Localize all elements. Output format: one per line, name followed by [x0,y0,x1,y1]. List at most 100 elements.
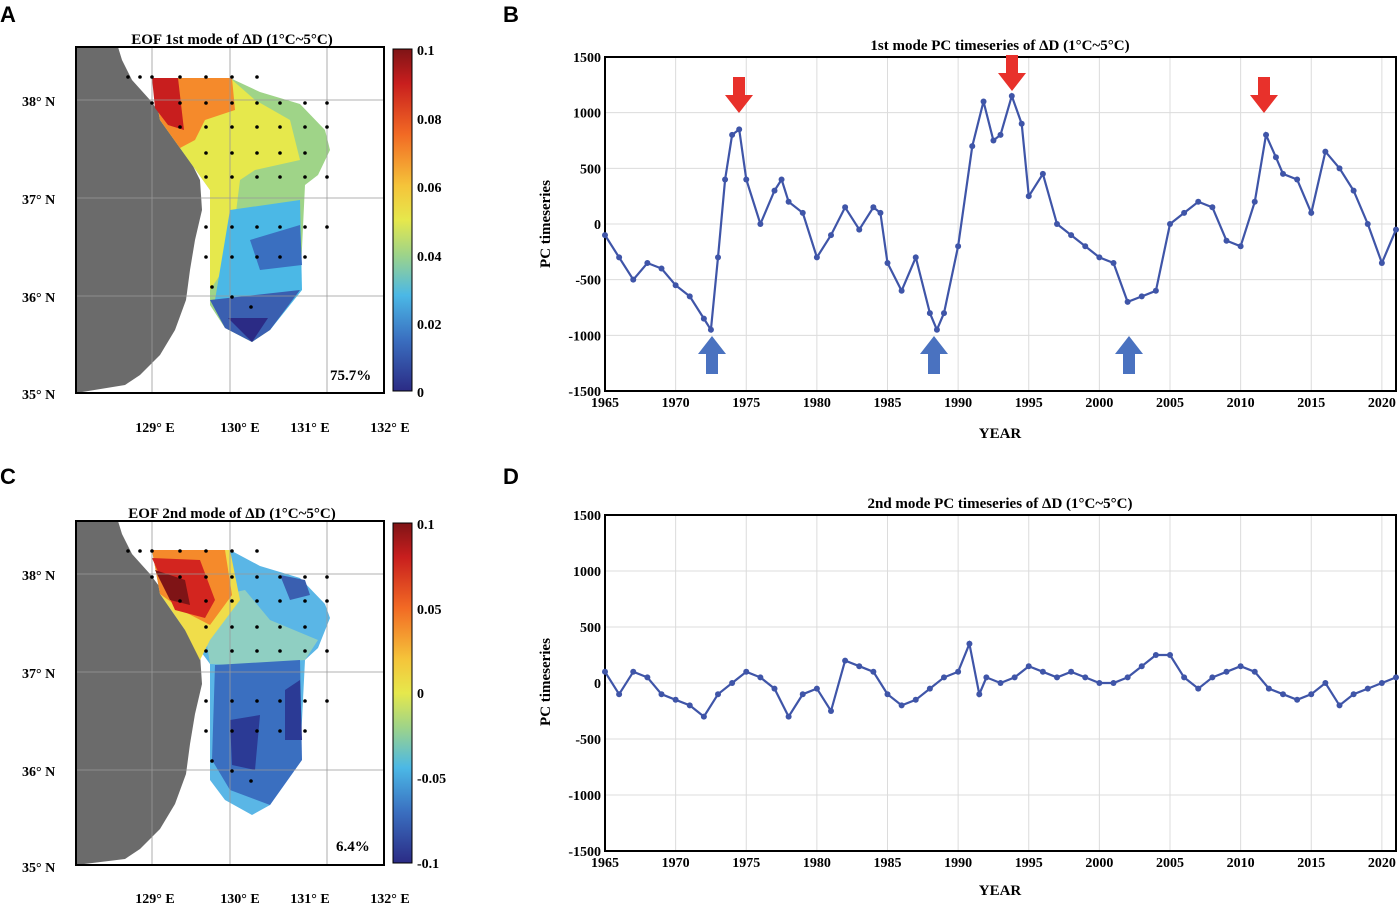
y-tick-label: 1500 [573,51,601,66]
lon-tick: 132° E [370,421,409,436]
x-tick-label: 2005 [1156,396,1184,411]
data-point [1124,674,1131,681]
data-point [1054,221,1060,227]
pc1-chart: 1965 1970 1975 1980 1985 1990 1995 2000 2005 2010… [568,51,1399,411]
station-dot [204,549,208,553]
station-dot [210,759,214,763]
x-tick-label: 1985 [874,396,902,411]
data-point [856,226,863,233]
station-dot [278,649,282,653]
station-dot [210,285,214,289]
x-tick-label: 1980 [803,396,831,411]
station-dot [249,305,253,309]
lon-tick: 130° E [220,421,259,436]
lon-tick: 132° E [370,892,409,907]
data-point [715,691,721,698]
data-point [686,702,693,709]
station-dot [204,649,208,653]
station-dot [204,225,208,229]
data-point [1280,691,1286,698]
data-point [912,696,919,703]
x-tick-label: 1995 [1015,396,1043,411]
data-point [658,265,665,272]
x-tick-label: 2010 [1227,856,1255,871]
station-dot [178,101,182,105]
y-tick-label: -1000 [568,329,601,344]
data-point [1272,154,1279,161]
colorbar-tick: 0 [417,386,424,401]
station-dot [278,225,282,229]
y-tick-label: 1000 [573,565,601,580]
data-point [630,276,637,283]
x-tick-label: 1975 [732,396,760,411]
data-point [686,293,693,300]
data-point [1167,652,1173,658]
station-dot [303,599,307,603]
panel-b-title: 1st mode PC timeseries of ΔD (1°C~5°C) [870,38,1129,54]
data-point [828,232,834,239]
station-dot [303,125,307,129]
station-dot [178,125,182,129]
data-point [1110,680,1117,686]
data-point [1265,685,1272,692]
station-dot [230,649,234,653]
station-dot [325,125,329,129]
panel-letter-a: A [0,2,16,27]
data-point [990,137,997,144]
x-tick-label: 1990 [944,396,972,411]
station-dot [178,549,182,553]
station-dot [150,101,154,105]
colorbar-tick: -0.1 [417,857,439,872]
panel-letter-b: B [503,2,519,27]
x-tick-label: 1970 [662,856,690,871]
data-point [1223,668,1230,675]
y-axis-label: PC timeseries [538,638,554,726]
eof2-contour-darkred [155,570,190,605]
station-dot [278,575,282,579]
data-point [1350,187,1357,194]
data-point [1152,287,1159,294]
data-point [941,310,947,317]
data-point [1138,663,1145,670]
x-tick-label: 2005 [1156,856,1184,871]
data-point [1082,674,1089,681]
data-point [707,326,714,333]
data-point [898,702,905,709]
lon-tick: 129° E [135,892,174,907]
x-tick-label: 2020 [1368,396,1396,411]
station-dot [278,255,282,259]
data-point [799,209,806,216]
y-tick-label: -1500 [568,845,601,860]
colorbar-tick: 0.02 [417,318,442,333]
data-point [1294,696,1301,703]
lat-tick: 38° N [22,569,55,584]
variance-label: 6.4% [336,839,370,855]
y-tick-label: 0 [594,218,601,233]
x-tick-label: 1965 [591,856,619,871]
data-point [1237,663,1244,670]
lon-tick: 131° E [290,421,329,436]
station-dot [325,225,329,229]
data-point [1209,204,1216,211]
data-point [976,691,983,698]
station-dot [325,101,329,105]
station-dot [325,175,329,179]
colorbar-tick: 0 [417,687,424,702]
blue-arrow-1972 [698,336,726,374]
data-point [644,259,651,266]
station-dot [255,649,259,653]
x-tick-label: 2000 [1085,856,1113,871]
y-tick-label: 0 [594,677,601,692]
station-dot [303,175,307,179]
y-tick-label: -1000 [568,789,601,804]
data-point [630,668,637,675]
x-tick-label: 1995 [1015,856,1043,871]
data-point [1364,221,1371,227]
colorbar [392,48,413,392]
station-dot [278,175,282,179]
y-tick-label: -1500 [568,385,601,400]
data-point [1393,674,1399,681]
lon-tick: 130° E [220,892,259,907]
data-point [1322,148,1329,155]
data-point [856,663,863,670]
